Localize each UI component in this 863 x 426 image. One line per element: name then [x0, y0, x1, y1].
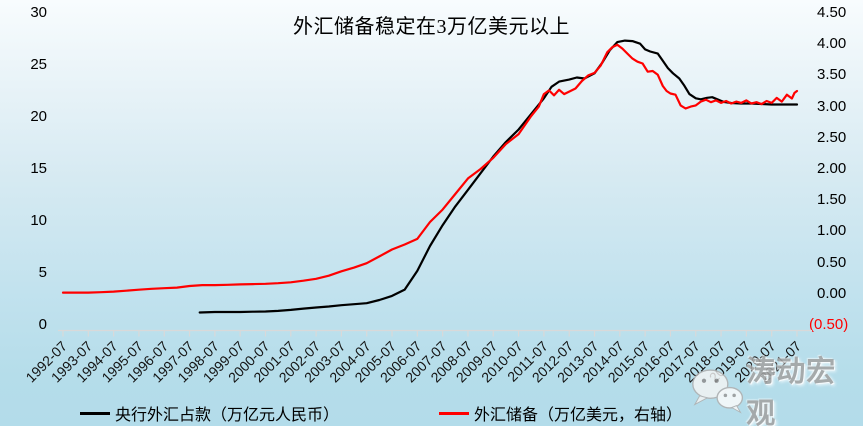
right-axis-label: 1.00	[817, 222, 847, 240]
left-axis-label: 5	[38, 264, 47, 281]
right-axis-label: 0.50	[817, 253, 847, 271]
legend-line-swatch-black	[80, 411, 110, 415]
right-axis: 4.50 4.00 3.50 3.00 2.50 2.00 1.50 1.00 0.50 0.00…	[809, 0, 863, 426]
right-axis-label: 0.00	[817, 284, 847, 302]
right-axis-label: 3.50	[817, 66, 847, 84]
left-axis-label: 15	[30, 160, 47, 177]
left-axis-label: 10	[30, 212, 47, 229]
right-axis-label: 3.00	[817, 97, 847, 115]
legend-label: 外汇储备（万亿美元，右轴）	[474, 407, 683, 424]
series-line-1	[61, 43, 799, 294]
left-axis-label: 30	[30, 4, 47, 21]
legend-line-swatch-red	[439, 411, 470, 415]
right-axis-label: 2.00	[817, 160, 847, 177]
right-axis-label: 4.50	[817, 4, 847, 21]
right-axis-label: 2.50	[817, 128, 847, 146]
right-axis-label: 1.50	[817, 191, 847, 209]
legend-label: 央行外汇占款（万亿元人民币）	[115, 407, 340, 424]
left-axis-label: 0	[38, 316, 47, 333]
legend: 央行外汇占款（万亿元人民币） 外汇储备（万亿美元，右轴）	[80, 401, 682, 425]
left-axis: 30 25 20 15 10 5 0	[0, 0, 47, 426]
left-axis-label: 25	[30, 56, 47, 73]
chart-title: 外汇储备稳定在3万亿美元以上	[293, 16, 570, 38]
right-axis-label: 4.00	[817, 35, 847, 53]
legend-item-fx-reserves: 外汇储备（万亿美元，右轴）	[439, 401, 682, 425]
legend-item-pboc-fx-position: 央行外汇占款（万亿元人民币）	[80, 401, 339, 425]
left-axis-label: 20	[30, 108, 47, 125]
right-axis-label: (0.50)	[809, 316, 849, 333]
series-line-0	[198, 39, 799, 314]
